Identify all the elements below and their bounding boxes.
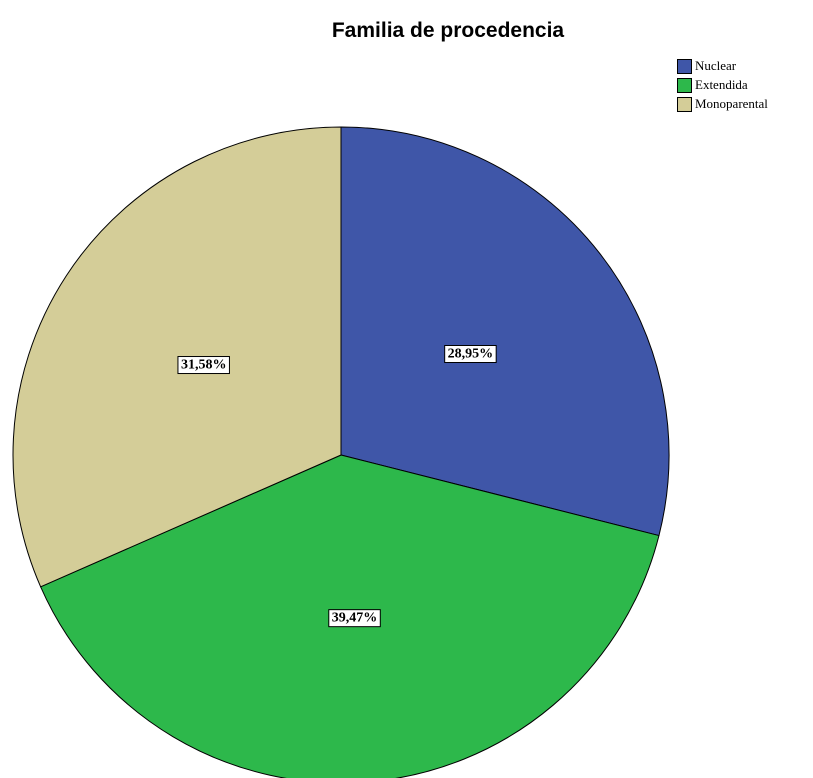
data-label-text: 39,47% (332, 611, 378, 626)
data-label-text: 28,95% (448, 346, 494, 361)
data-label-box (444, 344, 497, 363)
pie-slice (12, 126, 342, 588)
data-label: 39,47% (328, 609, 381, 628)
legend-swatch (677, 97, 692, 112)
legend-swatch (677, 78, 692, 93)
data-label-box (328, 609, 381, 628)
data-label: 28,95% (444, 344, 497, 363)
chart-title: Familia de procedencia (332, 19, 565, 42)
legend-swatch (677, 59, 692, 74)
data-label-box (177, 356, 230, 375)
legend-label: Extendida (695, 77, 748, 92)
legend-label: Nuclear (695, 58, 737, 73)
legend-label: Monoparental (695, 96, 768, 111)
data-label: 31,58% (177, 356, 230, 375)
data-label-text: 31,58% (181, 358, 227, 373)
pie-slice (340, 126, 670, 537)
